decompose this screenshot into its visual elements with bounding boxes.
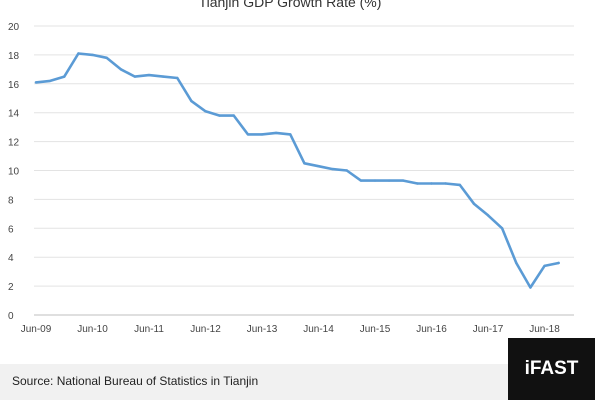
y-tick-label: 2 [8,282,14,293]
x-tick-label: Jun-16 [416,324,447,335]
data-point-Mar-15 [359,179,363,182]
data-point-Jun-15 [373,179,377,182]
x-axis: Jun-09 Jun-10 Jun-11 Jun-12 Jun-13 Jun-14 Jun-… [21,324,561,335]
data-point-Jun-13 [260,133,264,136]
y-axis: 0 2 4 6 8 10 12 14 16 18 20 [8,22,20,322]
data-point-Mar-18 [529,286,532,289]
chart-title: Tianjin GDP Growth Rate (%) [199,0,382,10]
data-point-Jun-14 [317,165,320,168]
line-chart: Tianjin GDP Growth Rate (%) 0 2 4 6 8 10 12 14 1… [8,0,574,335]
data-point-Sep-16 [444,182,447,185]
y-tick-label: 4 [8,253,14,264]
data-point-Jun-09 [34,81,38,84]
data-point-Dec-15 [402,179,405,182]
x-tick-label: Jun-11 [134,324,164,335]
data-point-Sep-13 [274,131,278,135]
x-tick-label: Jun-14 [303,324,334,335]
y-tick-label: 8 [8,195,14,206]
ifast-logo: iFAST [508,338,595,400]
footer-bar: Source: National Bureau of Statistics in… [0,364,595,400]
data-point-Mar-10 [77,52,80,55]
x-tick-label: Jun-15 [360,324,391,335]
data-point-Jun-18 [543,264,546,268]
data-point-Sep-09 [48,79,52,83]
data-point-Sep-12 [218,114,221,117]
data-point-Jun-10 [91,53,94,57]
data-point-Mar-12 [190,99,193,103]
data-point-Mar-11 [133,75,137,78]
y-tick-label: 6 [8,224,14,235]
y-tick-label: 10 [8,167,20,178]
data-point-Sep-17 [500,227,504,230]
data-point-Sep-15 [387,179,391,182]
data-point-Jun-12 [204,110,207,113]
x-tick-label: Jun-10 [77,324,108,335]
data-point-Dec-10 [119,68,123,71]
data-point-Dec-14 [345,169,348,172]
x-tick-label: Jun-17 [473,324,504,335]
data-point-Dec-09 [63,75,66,78]
data-point-Dec-16 [458,183,461,187]
series-line [34,52,560,289]
data-point-Sep-11 [161,75,165,78]
series-points [34,52,560,289]
data-point-Dec-13 [289,133,292,136]
x-tick-label: Jun-13 [247,324,278,335]
data-point-Jun-17 [486,214,490,217]
data-point-Mar-13 [246,133,250,136]
data-point-Jun-11 [147,73,151,77]
y-tick-label: 18 [8,51,20,62]
data-point-Dec-17 [515,261,518,265]
data-point-Mar-14 [303,162,306,165]
gridlines [34,25,574,316]
data-point-Jun-16 [430,182,433,185]
data-point-Sep-10 [105,56,108,59]
y-tick-label: 16 [8,80,20,91]
data-point-Mar-16 [416,182,419,185]
data-point-Sep-14 [331,167,334,171]
data-point-Dec-11 [176,76,179,80]
data-point-Mar-17 [472,202,476,205]
x-tick-label: Jun-12 [190,324,221,335]
y-tick-label: 12 [8,138,20,149]
y-tick-label: 20 [8,22,20,33]
y-tick-label: 0 [8,311,14,322]
x-tick-label: Jun-09 [21,324,52,335]
data-point-Dec-12 [232,114,235,117]
x-tick-label: Jun-18 [529,324,560,335]
source-text: Source: National Bureau of Statistics in… [12,374,259,388]
data-point-Sep-18 [557,261,560,265]
y-tick-label: 14 [8,109,20,120]
